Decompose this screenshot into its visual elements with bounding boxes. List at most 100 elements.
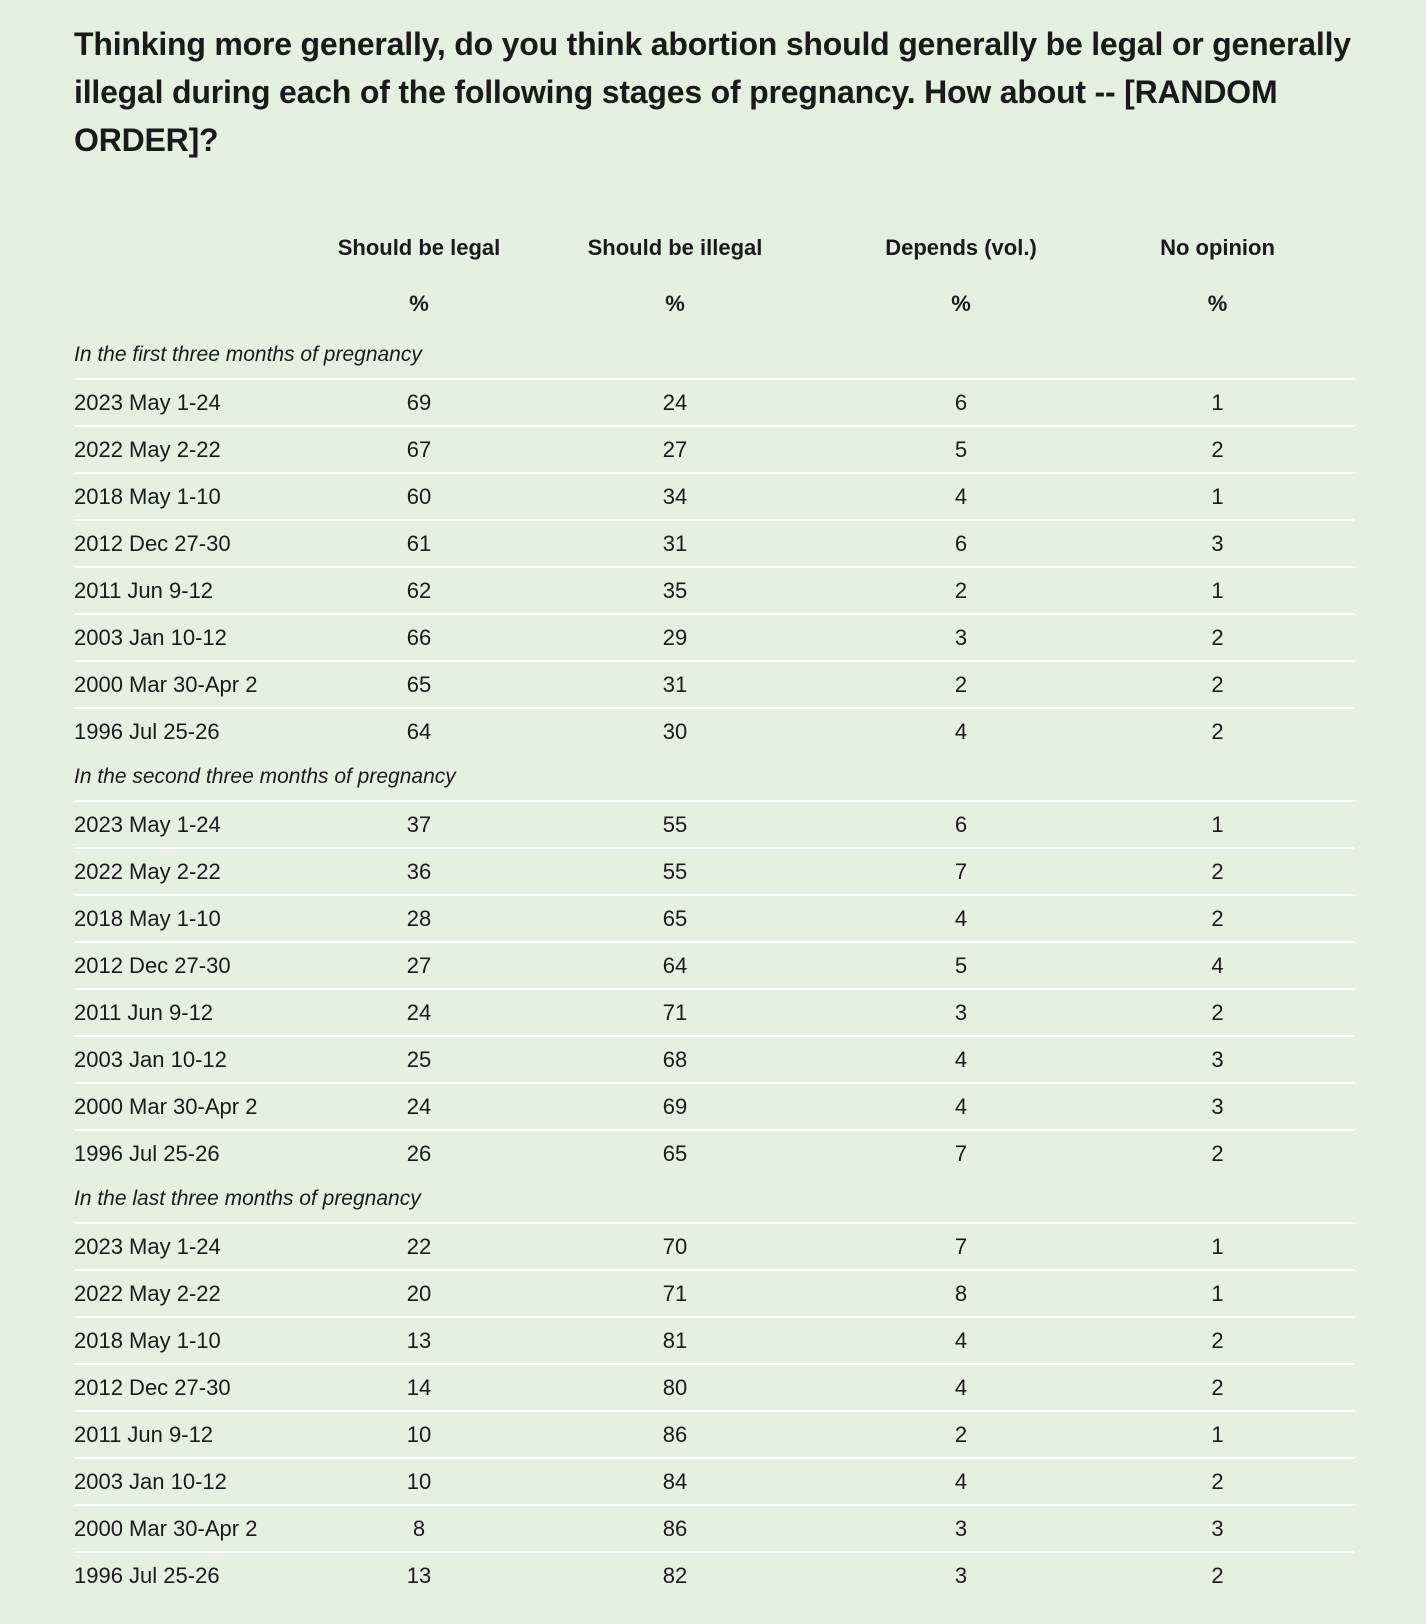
- table-cell: 28: [329, 894, 509, 942]
- table-row: 2011 Jun 9-12 10 86 2 1: [74, 1410, 1354, 1458]
- row-label: 2003 Jan 10-12: [74, 1457, 329, 1505]
- table-row: 2023 May 1-24 69 24 6 1: [74, 378, 1354, 426]
- table-cell: 22: [329, 1222, 509, 1270]
- table-cell: 2: [1081, 660, 1354, 708]
- table-cell: 71: [509, 988, 841, 1036]
- table-cell: 2: [1081, 1551, 1354, 1598]
- table-cell: 26: [329, 1129, 509, 1176]
- row-label: 2018 May 1-10: [74, 1316, 329, 1364]
- table-cell: 1: [1081, 566, 1354, 614]
- table-row: 2003 Jan 10-12 10 84 4 2: [74, 1457, 1354, 1505]
- table-cell: 20: [329, 1269, 509, 1317]
- table-cell: 7: [841, 1222, 1081, 1270]
- table-cell: 24: [329, 1082, 509, 1130]
- table-cell: 36: [329, 847, 509, 895]
- table-cell: 2: [1081, 1129, 1354, 1176]
- page-title: Thinking more generally, do you think ab…: [74, 26, 1351, 158]
- table-cell: 5: [841, 425, 1081, 473]
- table-cell: 2: [1081, 894, 1354, 942]
- table-cell: 10: [329, 1457, 509, 1505]
- table-cell: 70: [509, 1222, 841, 1270]
- row-label: 2023 May 1-24: [74, 378, 329, 426]
- table-cell: 2: [1081, 1457, 1354, 1505]
- table-cell: 67: [329, 425, 509, 473]
- row-label: 2018 May 1-10: [74, 472, 329, 520]
- column-header: No opinion: [1160, 235, 1275, 260]
- row-label: 2022 May 2-22: [74, 847, 329, 895]
- section-header-row: In the first three months of pregnancy: [74, 332, 1354, 379]
- section-header-row: In the last three months of pregnancy: [74, 1176, 1354, 1223]
- table-row: 1996 Jul 25-26 26 65 7 2: [74, 1129, 1354, 1176]
- table-cell: 37: [329, 800, 509, 848]
- table-cell: 86: [509, 1504, 841, 1552]
- table-cell: 1: [1081, 800, 1354, 848]
- table-cell: 3: [1081, 1082, 1354, 1130]
- table-cell: 4: [841, 472, 1081, 520]
- table-cell: 64: [329, 707, 509, 754]
- table-cell: 2: [1081, 425, 1354, 473]
- table-row: 2003 Jan 10-12 25 68 4 3: [74, 1035, 1354, 1083]
- table-cell: 29: [509, 613, 841, 661]
- table-row: 2012 Dec 27-30 27 64 5 4: [74, 941, 1354, 989]
- table-cell: 14: [329, 1363, 509, 1411]
- row-label: 2003 Jan 10-12: [74, 613, 329, 661]
- table-cell: 30: [509, 707, 841, 754]
- table-cell: 2: [1081, 988, 1354, 1036]
- unit-header-row: % % % %: [74, 276, 1354, 332]
- table-cell: 1: [1081, 1222, 1354, 1270]
- table-row: 2023 May 1-24 22 70 7 1: [74, 1222, 1354, 1270]
- table-cell: 3: [1081, 1035, 1354, 1083]
- table-cell: 55: [509, 800, 841, 848]
- table-cell: 8: [329, 1504, 509, 1552]
- content-wrapper: Thinking more generally, do you think ab…: [74, 20, 1354, 1598]
- table-cell: 35: [509, 566, 841, 614]
- table-cell: 3: [1081, 519, 1354, 567]
- table-cell: 65: [329, 660, 509, 708]
- table-cell: 82: [509, 1551, 841, 1598]
- table-cell: 5: [841, 941, 1081, 989]
- column-header: Should be illegal: [587, 235, 763, 260]
- row-label: 2022 May 2-22: [74, 425, 329, 473]
- row-label: 2011 Jun 9-12: [74, 988, 329, 1036]
- row-label: 2018 May 1-10: [74, 894, 329, 942]
- table-cell: 86: [509, 1410, 841, 1458]
- table-row: 2011 Jun 9-12 24 71 3 2: [74, 988, 1354, 1036]
- row-label: 2012 Dec 27-30: [74, 1363, 329, 1411]
- table-cell: 60: [329, 472, 509, 520]
- row-label: 2012 Dec 27-30: [74, 941, 329, 989]
- table-cell: 3: [841, 613, 1081, 661]
- table-cell: 7: [841, 1129, 1081, 1176]
- table-cell: 84: [509, 1457, 841, 1505]
- row-label: 2022 May 2-22: [74, 1269, 329, 1317]
- table-cell: 2: [841, 566, 1081, 614]
- table-cell: 6: [841, 378, 1081, 426]
- section-title: In the last three months of pregnancy: [74, 1187, 421, 1210]
- table-cell: 4: [841, 894, 1081, 942]
- unit-label: %: [665, 291, 685, 316]
- row-label: 2000 Mar 30-Apr 2: [74, 1504, 329, 1552]
- table-cell: 69: [329, 378, 509, 426]
- table-cell: 2: [1081, 613, 1354, 661]
- table-cell: 31: [509, 519, 841, 567]
- row-label: 2000 Mar 30-Apr 2: [74, 1082, 329, 1130]
- table-row: 2000 Mar 30-Apr 2 24 69 4 3: [74, 1082, 1354, 1130]
- table-row: 2012 Dec 27-30 61 31 6 3: [74, 519, 1354, 567]
- table-cell: 1: [1081, 1269, 1354, 1317]
- row-label: 1996 Jul 25-26: [74, 1551, 329, 1598]
- table-row: 2000 Mar 30-Apr 2 65 31 2 2: [74, 660, 1354, 708]
- table-cell: 34: [509, 472, 841, 520]
- table-cell: 64: [509, 941, 841, 989]
- table-cell: 2: [1081, 1316, 1354, 1364]
- unit-label: %: [1207, 291, 1228, 316]
- table-cell: 6: [841, 800, 1081, 848]
- table-cell: 13: [329, 1316, 509, 1364]
- row-label: 2023 May 1-24: [74, 1222, 329, 1270]
- table-cell: 1: [1081, 1410, 1354, 1458]
- table-cell: 66: [329, 613, 509, 661]
- table-cell: 27: [329, 941, 509, 989]
- table-cell: 8: [841, 1269, 1081, 1317]
- table-cell: 80: [509, 1363, 841, 1411]
- table-cell: 71: [509, 1269, 841, 1317]
- table-cell: 55: [509, 847, 841, 895]
- table-cell: 2: [1081, 1363, 1354, 1411]
